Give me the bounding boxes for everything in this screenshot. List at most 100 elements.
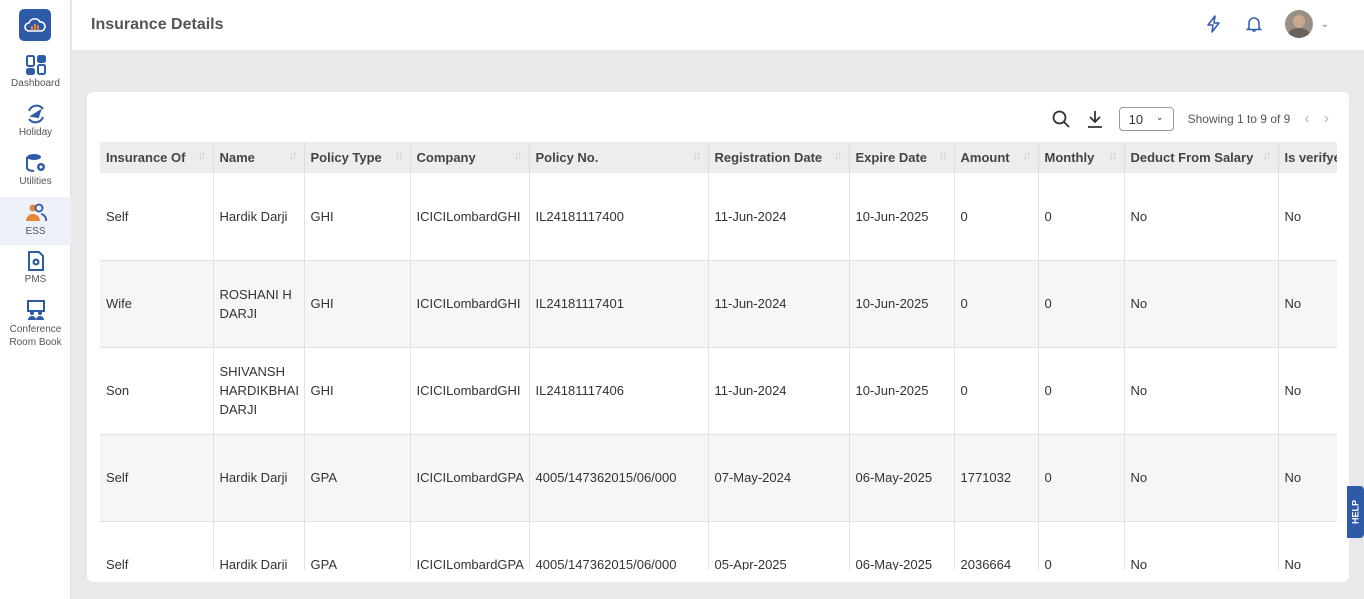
table-cell: GHI <box>304 260 411 348</box>
table-cell: 05-Apr-2025 <box>708 521 850 570</box>
sort-icon[interactable]: ↓↑ <box>288 150 298 162</box>
column-label: Amount <box>960 150 1010 165</box>
table-cell: 0 <box>1038 521 1125 570</box>
user-menu[interactable]: ⌄ <box>1284 10 1329 38</box>
column-header[interactable]: Registration Date ↓↑ <box>708 142 850 173</box>
table-cell: 11-Jun-2024 <box>708 260 850 348</box>
prev-page-button[interactable]: ‹ <box>1304 110 1310 127</box>
sort-icon[interactable]: ↓↑ <box>394 150 404 162</box>
insurance-card: 10 ⌄ Showing 1 to 9 of 9 ‹ › Insurance Of… <box>87 92 1349 582</box>
column-label: Policy Type <box>310 150 382 165</box>
table-cell: ICICILombardGHI <box>410 347 530 435</box>
bell-icon[interactable] <box>1245 15 1263 33</box>
column-header[interactable]: Insurance Of ↓↑ <box>100 142 214 173</box>
insurance-table: Insurance Of ↓↑ Name ↓↑ Policy Type ↓↑ Company… <box>100 142 1337 570</box>
table-row: Son SHIVANSH HARDIKBHAI DARJI GHI ICICILomb… <box>100 347 1337 435</box>
sort-icon[interactable]: ↓↑ <box>197 150 207 162</box>
table-cell: 0 <box>1038 173 1125 261</box>
sort-icon[interactable]: ↓↑ <box>692 150 702 162</box>
table-cell: Hardik Darji <box>213 434 305 522</box>
table-cell: No <box>1124 434 1279 522</box>
column-header[interactable]: Policy Type ↓↑ <box>304 142 411 173</box>
sort-icon[interactable]: ↓↑ <box>1108 150 1118 162</box>
table-cell: No <box>1278 260 1337 348</box>
table-cell: 0 <box>954 173 1039 261</box>
table-cell: SHIVANSH HARDIKBHAI DARJI <box>213 347 305 435</box>
table-cell: 0 <box>1038 434 1125 522</box>
table-cell: 0 <box>1038 260 1125 348</box>
table-cell: 4005/147362015/06/000 <box>529 434 709 522</box>
column-header[interactable]: Name ↓↑ <box>213 142 305 173</box>
table-cell: No <box>1124 521 1279 570</box>
table-cell: 07-May-2024 <box>708 434 850 522</box>
conference-room-icon <box>26 300 45 320</box>
column-header[interactable]: Is verifye <box>1278 142 1337 173</box>
table-cell: No <box>1124 260 1279 348</box>
sort-icon[interactable]: ↓↑ <box>513 150 523 162</box>
document-gear-icon <box>27 251 44 271</box>
table-cell: ROSHANI H DARJI <box>213 260 305 348</box>
next-page-button[interactable]: › <box>1323 110 1329 127</box>
sidebar-item-dashboard[interactable]: Dashboard <box>0 54 71 94</box>
table-cell: 4005/147362015/06/000 <box>529 521 709 570</box>
table-cell: 10-Jun-2025 <box>849 173 955 261</box>
sort-icon[interactable]: ↓↑ <box>1022 150 1032 162</box>
search-icon[interactable] <box>1051 109 1071 129</box>
page-title: Insurance Details <box>91 16 224 33</box>
sort-icon[interactable]: ↓↑ <box>1262 150 1272 162</box>
avatar <box>1284 10 1313 38</box>
pagination-info: Showing 1 to 9 of 9 <box>1187 112 1291 126</box>
sidebar-item-ess[interactable]: ESS <box>0 197 71 245</box>
lightning-icon[interactable] <box>1205 15 1223 33</box>
table-cell: No <box>1278 434 1337 522</box>
sidebar-item-label: ESS <box>25 226 46 237</box>
sidebar-item-utilities[interactable]: Utilities <box>0 152 71 192</box>
sort-icon[interactable]: ↓↑ <box>833 150 843 162</box>
table-cell: GPA <box>304 434 411 522</box>
help-button[interactable]: HELP <box>1347 486 1364 538</box>
table-cell: Hardik Darji <box>213 521 305 570</box>
table-cell: Wife <box>100 260 214 348</box>
page-size-select[interactable]: 10 ⌄ <box>1118 107 1174 131</box>
table-cell: ICICILombardGHI <box>410 173 530 261</box>
sort-icon[interactable]: ↓↑ <box>938 150 948 162</box>
users-icon <box>25 203 47 222</box>
table-cell: GHI <box>304 173 411 261</box>
table-cell: No <box>1124 347 1279 435</box>
chevron-down-icon: ⌄ <box>1156 112 1164 122</box>
sidebar-item-pms[interactable]: PMS <box>0 250 71 290</box>
column-label: Company <box>416 150 476 165</box>
column-header[interactable]: Monthly ↓↑ <box>1038 142 1125 173</box>
holiday-plane-icon <box>27 104 44 124</box>
column-header[interactable]: Amount ↓↑ <box>954 142 1039 173</box>
table-cell: IL24181117401 <box>529 260 709 348</box>
column-label: Registration Date <box>714 150 823 165</box>
column-header[interactable]: Expire Date ↓↑ <box>849 142 955 173</box>
database-gear-icon <box>25 154 45 172</box>
app-logo[interactable] <box>19 9 51 41</box>
table-cell: Self <box>100 173 214 261</box>
column-label: Expire Date <box>855 150 928 165</box>
table-cell: 11-Jun-2024 <box>708 173 850 261</box>
table-cell: 11-Jun-2024 <box>708 347 850 435</box>
top-bar: Insurance Details ⌄ <box>72 0 1364 50</box>
column-label: Deduct From Salary <box>1130 150 1254 165</box>
table-cell: ICICILombardGHI <box>410 260 530 348</box>
table-cell: Son <box>100 347 214 435</box>
column-header[interactable]: Deduct From Salary ↓↑ <box>1124 142 1279 173</box>
download-icon[interactable] <box>1085 109 1105 129</box>
table-cell: 06-May-2025 <box>849 434 955 522</box>
table-row: Self Hardik Darji GPA ICICILombardGPA 4005/1… <box>100 521 1337 570</box>
page-size-value: 10 <box>1128 112 1144 127</box>
column-header[interactable]: Company ↓↑ <box>410 142 530 173</box>
column-header[interactable]: Policy No. ↓↑ <box>529 142 709 173</box>
sidebar-item-holiday[interactable]: Holiday <box>0 103 71 143</box>
cloud-chart-icon <box>24 18 46 32</box>
sidebar-item-conference-room-book[interactable]: Conference Room Book <box>0 299 71 351</box>
column-label: Monthly <box>1044 150 1095 165</box>
table-cell: GHI <box>304 347 411 435</box>
table-row: Self Hardik Darji GPA ICICILombardGPA 4005/1… <box>100 434 1337 522</box>
column-label: Is verifye <box>1284 150 1338 165</box>
column-label: Insurance Of <box>106 150 186 165</box>
table-row: Self Hardik Darji GHI ICICILombardGHI IL2418… <box>100 173 1337 261</box>
